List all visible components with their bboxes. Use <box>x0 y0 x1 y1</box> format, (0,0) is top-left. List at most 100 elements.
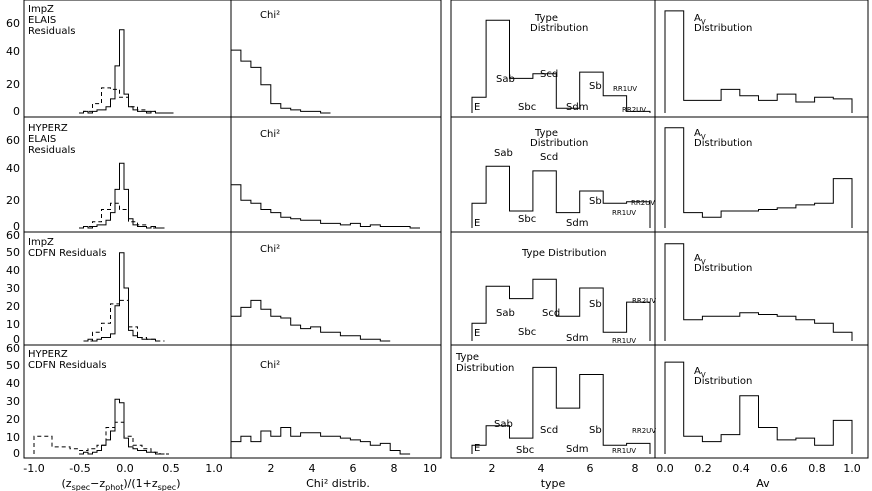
ytick-r2-50: 50 <box>6 246 20 259</box>
type-sab-r2: Sab <box>496 308 515 319</box>
ann-type-r0-1: Distribution <box>530 23 588 34</box>
ann-type-r3-1: Distribution <box>456 363 514 374</box>
histogram-r0c0-dashed <box>83 87 165 114</box>
histogram-layer <box>33 10 853 455</box>
ann-chi-r2: Chi² <box>260 244 280 255</box>
type-sdm-r2: Sdm <box>566 333 588 344</box>
ytick-r3-0: 0 <box>13 447 20 460</box>
ann-av-r2: AV <box>694 253 706 266</box>
type-rr2uv-r2: RR2UV <box>632 297 656 305</box>
ann-r1c0-2: Residuals <box>28 145 75 156</box>
panel-frames <box>23 0 869 459</box>
type-e-r0: E <box>474 102 480 113</box>
type-sdm-r3: Sdm <box>566 444 588 455</box>
xlabel-residuals: (zspec−zphot)/(1+zspec) <box>62 477 181 491</box>
ytick-r2-20: 20 <box>6 300 20 313</box>
type-scd-r3: Scd <box>540 425 558 436</box>
ann-r1c0-0: HYPERZ <box>28 123 68 134</box>
ann-chi-r0: Chi² <box>260 10 280 21</box>
type-e-r2: E <box>474 328 480 339</box>
ytick-r2-10: 10 <box>6 318 20 331</box>
xtick-c0-2: 0.0 <box>116 462 134 475</box>
ytick-r1-20: 20 <box>6 194 20 207</box>
xtick-c0-3: 0.5 <box>162 462 180 475</box>
type-sab-r0: Sab <box>496 74 515 85</box>
type-scd-r1: Scd <box>540 152 558 163</box>
type-rr1uv-r2: RR1UV <box>612 337 636 345</box>
type-scd-r0: Scd <box>540 69 558 80</box>
ann-avdist-r2: Distribution <box>694 263 752 274</box>
histogram-r3c0-dashed <box>33 421 169 455</box>
xtick-c1-0: 2 <box>268 462 275 475</box>
type-sab-r3: Sab <box>494 419 513 430</box>
ytick-r3-30: 30 <box>6 395 20 408</box>
type-e-r1: E <box>474 218 480 229</box>
type-sbc-r0: Sbc <box>518 102 536 113</box>
type-sb-r2: Sb <box>589 299 602 310</box>
xtick-c3-2: 0.4 <box>732 462 750 475</box>
type-annotations: Type Distribution Type Distribution Type… <box>455 13 656 456</box>
histogram-r3c2-solid <box>471 366 651 454</box>
histogram-r3c0-solid <box>79 398 165 455</box>
type-rr1uv-r1: RR1UV <box>612 209 636 217</box>
xlabel-av: Av <box>756 477 770 490</box>
type-rr2uv-r3: RR2UV <box>632 427 656 435</box>
ann-avdist-r0: Distribution <box>694 23 752 34</box>
ann-chi-r1: Chi² <box>260 129 280 140</box>
ytick-r2-40: 40 <box>6 264 20 277</box>
xtick-c1-4: 10 <box>423 462 437 475</box>
left-axis-labels: 0 20 40 60 0 20 40 60 0 10 20 30 40 50 6… <box>6 17 20 460</box>
panel-r3c2 <box>450 344 656 459</box>
ann-type-r2: Type Distribution <box>521 248 607 259</box>
xtick-c3-4: 0.8 <box>808 462 826 475</box>
ann-r0c0-2: Residuals <box>28 26 75 37</box>
histogram-r0c3-solid <box>664 10 853 113</box>
type-scd-r2: Scd <box>542 308 560 319</box>
type-sbc-r2: Sbc <box>518 327 536 338</box>
ann-av-r0: AV <box>694 13 706 26</box>
xlabel-chi2: Chi² distrib. <box>306 477 370 490</box>
histogram-r2c0-solid <box>83 252 160 342</box>
histogram-r2c0-dashed <box>83 299 165 342</box>
type-sab-r1: Sab <box>494 148 513 159</box>
col0-annotations: ImpZ ELAIS Residuals HYPERZ ELAIS Residu… <box>28 4 107 371</box>
type-rr2uv-r0: RR2UV <box>622 106 646 114</box>
histogram-r0c2-solid <box>471 19 651 113</box>
ytick-r0-20: 20 <box>6 78 20 91</box>
ann-avdist-r1: Distribution <box>694 138 752 149</box>
ytick-r0-60: 60 <box>6 17 20 30</box>
ann-type-r0-0: Type <box>534 13 558 24</box>
ytick-r1-40: 40 <box>6 162 20 175</box>
ann-r3c0-1: CDFN Residuals <box>28 360 107 371</box>
ytick-r1-0: 0 <box>13 220 20 233</box>
histogram-r0c0-solid <box>79 29 174 114</box>
histogram-r1c1-solid <box>230 184 420 229</box>
ytick-r3-50: 50 <box>6 359 20 372</box>
x-axis-titles: (zspec−zphot)/(1+zspec) Chi² distrib. ty… <box>62 477 771 491</box>
histogram-r2c3-solid <box>664 243 853 341</box>
panel-r1c3 <box>654 116 869 233</box>
xtick-c0-4: 1.0 <box>205 462 223 475</box>
xtick-c0-1: -0.5 <box>69 462 90 475</box>
type-sb-r1: Sb <box>589 196 602 207</box>
xtick-c3-0: 0.0 <box>656 462 674 475</box>
ann-av-r1: AV <box>694 128 706 141</box>
ytick-r3-60: 60 <box>6 342 20 355</box>
histogram-r1c3-solid <box>664 127 853 228</box>
histogram-r1c2-solid <box>471 165 651 228</box>
xtick-c3-3: 0.6 <box>770 462 788 475</box>
ytick-r1-60: 60 <box>6 134 20 147</box>
ann-r3c0-0: HYPERZ <box>28 349 68 360</box>
bottom-axis-labels: -1.0 -0.5 0.0 0.5 1.0 2 4 6 8 10 2 4 6 8… <box>23 462 860 475</box>
type-rr1uv-r0: RR1UV <box>613 85 637 93</box>
xtick-c2-0: 2 <box>489 462 496 475</box>
type-sdm-r1: Sdm <box>566 218 588 229</box>
type-sb-r3: Sb <box>589 425 602 436</box>
ytick-r3-40: 40 <box>6 377 20 390</box>
panel-r0c3 <box>654 0 869 118</box>
histogram-r2c2-solid <box>471 278 651 341</box>
ytick-r3-10: 10 <box>6 431 20 444</box>
histogram-r1c0-dashed <box>83 202 156 229</box>
ann-av-r3: AV <box>694 366 706 379</box>
